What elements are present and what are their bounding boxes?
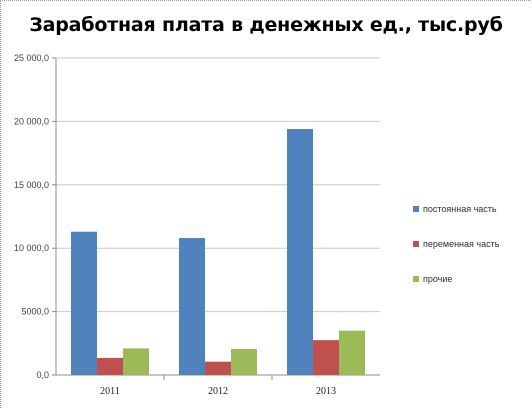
bar xyxy=(97,357,123,375)
legend-label: переменная часть xyxy=(423,239,500,249)
bar xyxy=(123,348,149,375)
bar xyxy=(179,238,205,375)
bar xyxy=(339,330,365,375)
bar xyxy=(231,349,257,375)
legend-label: прочие xyxy=(423,274,452,284)
bar xyxy=(71,231,97,375)
x-axis: 2011 2012 2013 xyxy=(100,375,336,397)
y-tick-label: 0,0 xyxy=(36,370,49,380)
x-tick-label: 2013 xyxy=(316,386,336,397)
y-tick-label: 25 000,0 xyxy=(14,53,49,63)
legend-swatch xyxy=(413,206,419,212)
bar xyxy=(205,361,231,375)
legend-swatch xyxy=(413,241,419,247)
x-tick-label: 2011 xyxy=(100,386,120,397)
y-tick-label: 15 000,0 xyxy=(14,180,49,190)
y-tick-label: 20 000,0 xyxy=(14,116,49,126)
y-axis-ticks: 0,0 5000,0 10 000,0 15 000,0 20 000,0 25 000,… xyxy=(14,53,57,380)
y-tick-label: 10 000,0 xyxy=(14,243,49,253)
chart-title: Заработная плата в денежных ед., тыс.руб xyxy=(29,14,503,36)
y-tick-label: 5000,0 xyxy=(21,307,49,317)
bar xyxy=(287,129,313,375)
grid-lines xyxy=(56,57,380,376)
bars xyxy=(71,129,365,375)
legend-label: постоянная часть xyxy=(423,204,497,214)
legend-swatch xyxy=(413,276,419,282)
x-tick-label: 2012 xyxy=(208,386,228,397)
bar xyxy=(313,340,339,375)
legend: постоянная часть переменная часть прочие xyxy=(413,204,500,284)
